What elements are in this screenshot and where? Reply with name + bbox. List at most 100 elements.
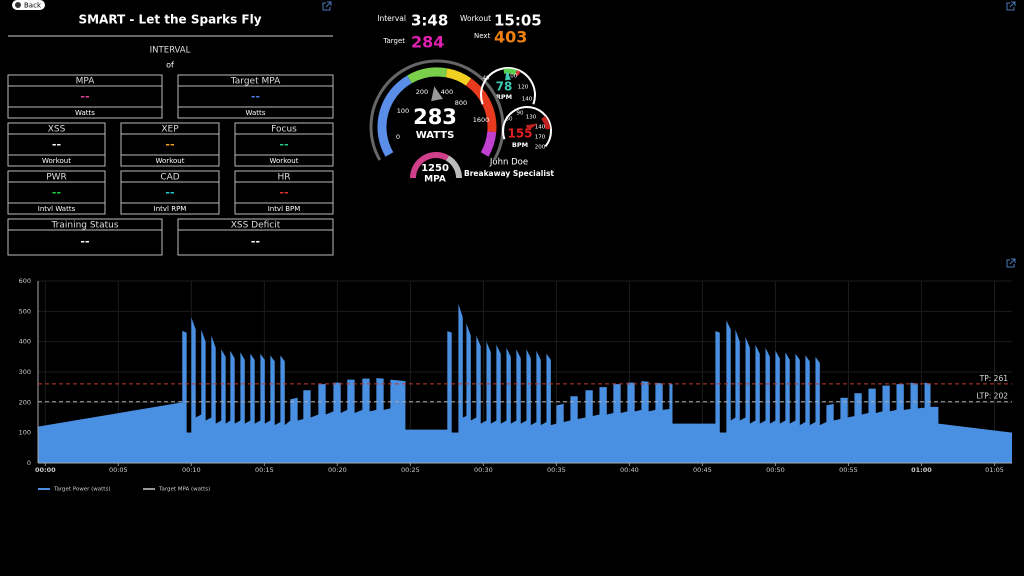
tile-label: CAD	[160, 173, 179, 183]
x-tick-label: 00:55	[839, 466, 858, 474]
tile-frame	[177, 218, 334, 256]
tile-value: --	[80, 235, 89, 248]
tile-value: --	[279, 186, 288, 199]
tile-unit: Intvl BPM	[268, 205, 301, 213]
workout-time: 15:05	[494, 12, 542, 30]
gauge-tick-label: 0	[396, 133, 400, 141]
y-tick-label: 300	[19, 368, 31, 376]
y-tick-label: 600	[19, 277, 31, 285]
x-tick-label: 00:10	[182, 466, 201, 474]
tile-label: HR	[277, 173, 290, 183]
x-tick-label: 00:35	[547, 466, 566, 474]
tile-value: --	[165, 138, 174, 151]
gauge-band	[541, 115, 551, 130]
tile-unit: Watts	[246, 109, 266, 117]
target-label: Target	[382, 37, 405, 45]
y-tick-label: 500	[19, 307, 31, 315]
back-button[interactable]: Back	[12, 0, 45, 10]
x-tick-label: 00:25	[401, 466, 420, 474]
rider-name: John Doe	[489, 158, 528, 168]
tile-value: --	[80, 90, 89, 103]
gauge-band	[515, 70, 521, 77]
tile-label: XEP	[161, 125, 179, 135]
popout-icon[interactable]	[1006, 258, 1016, 268]
gauge-band	[503, 68, 518, 75]
gauge-band	[445, 155, 462, 179]
tile-value: --	[52, 186, 61, 199]
tile-value: --	[52, 138, 61, 151]
tile-label: PWR	[46, 173, 67, 183]
tile-unit: Workout	[42, 157, 71, 165]
gauge-needle	[525, 123, 539, 131]
back-label[interactable]: Back	[24, 2, 42, 10]
tile-unit: Watts	[75, 109, 95, 117]
tile-value: --	[279, 138, 288, 151]
rpm-unit: RPM	[496, 93, 512, 101]
x-tick-label: 01:05	[985, 466, 1004, 474]
power-unit: WATTS	[416, 130, 455, 141]
gauge-needle	[431, 86, 443, 102]
tile-frame	[7, 74, 163, 119]
popout-icon[interactable]	[1006, 1, 1016, 11]
tile-value: --	[251, 90, 260, 103]
gauge-band	[502, 106, 552, 148]
gauge-tick-label: 200	[416, 88, 428, 96]
gauge-tick-label: 100	[397, 107, 409, 115]
power-value: 283	[413, 105, 457, 129]
y-tick-label: 200	[19, 398, 31, 406]
gauge-tick-label: 200	[535, 145, 546, 151]
tile-frame	[7, 170, 106, 215]
y-tick-label: 400	[19, 338, 31, 346]
interval-time: 3:48	[411, 12, 448, 30]
tile-frame	[234, 170, 334, 215]
gauge-band	[377, 75, 412, 157]
tile-frame	[7, 122, 106, 167]
bpm-value: 155	[507, 127, 532, 141]
popout-icon[interactable]	[322, 1, 332, 11]
gauge-band	[480, 67, 536, 105]
workout-time-label: Workout	[460, 14, 491, 23]
gauge-tick-label: 1600	[473, 116, 490, 124]
interval-of: of	[166, 61, 174, 70]
tile-frame	[177, 74, 334, 119]
tile-frame	[7, 218, 163, 256]
tile-value: --	[251, 235, 260, 248]
tile-frame	[234, 122, 334, 167]
x-tick-label: 00:05	[109, 466, 128, 474]
gauge-tick-label: 40	[483, 76, 490, 82]
back-button-bg[interactable]	[12, 0, 45, 10]
workout-title: SMART - Let the Sparks Fly	[78, 13, 261, 27]
y-tick-label: 0	[27, 459, 31, 467]
back-icon[interactable]	[15, 2, 21, 8]
gauge-tick-label: 400	[441, 88, 453, 96]
gauge-needle	[505, 70, 511, 81]
gauge-band	[410, 152, 449, 179]
legend-label: Target MPA (watts)	[158, 487, 210, 493]
interval-time-label: Interval	[377, 14, 406, 23]
x-tick-label: 00:30	[474, 466, 493, 474]
bpm-unit: BPM	[512, 141, 528, 149]
gauge-tick-label: 100	[507, 74, 518, 80]
tile-unit: Intvl RPM	[154, 205, 187, 213]
gauge-tick-label: 130	[526, 115, 537, 121]
tile-unit: Workout	[156, 157, 185, 165]
tile-frame	[120, 122, 220, 167]
gauge-tick-label: 140	[535, 125, 546, 131]
x-tick-label: 00:40	[620, 466, 639, 474]
gauge-band	[407, 67, 448, 84]
threshold-label: TP: 261	[979, 374, 1009, 383]
target-watts: 284	[411, 33, 444, 52]
gauge-band	[445, 68, 472, 86]
tile-unit: Workout	[270, 157, 299, 165]
next-watts: 403	[494, 28, 527, 47]
threshold-label: LTP: 202	[977, 392, 1009, 401]
power-area	[38, 303, 1012, 463]
x-tick-label: 01:00	[911, 466, 932, 474]
gauge-tick-label: 800	[455, 99, 467, 107]
popout-icons[interactable]	[322, 1, 1016, 268]
mpa-value: 1250	[421, 163, 449, 174]
tile-unit: Intvl Watts	[38, 205, 76, 213]
legend-label: Target Power (watts)	[53, 487, 110, 493]
tile-frame	[120, 170, 220, 215]
